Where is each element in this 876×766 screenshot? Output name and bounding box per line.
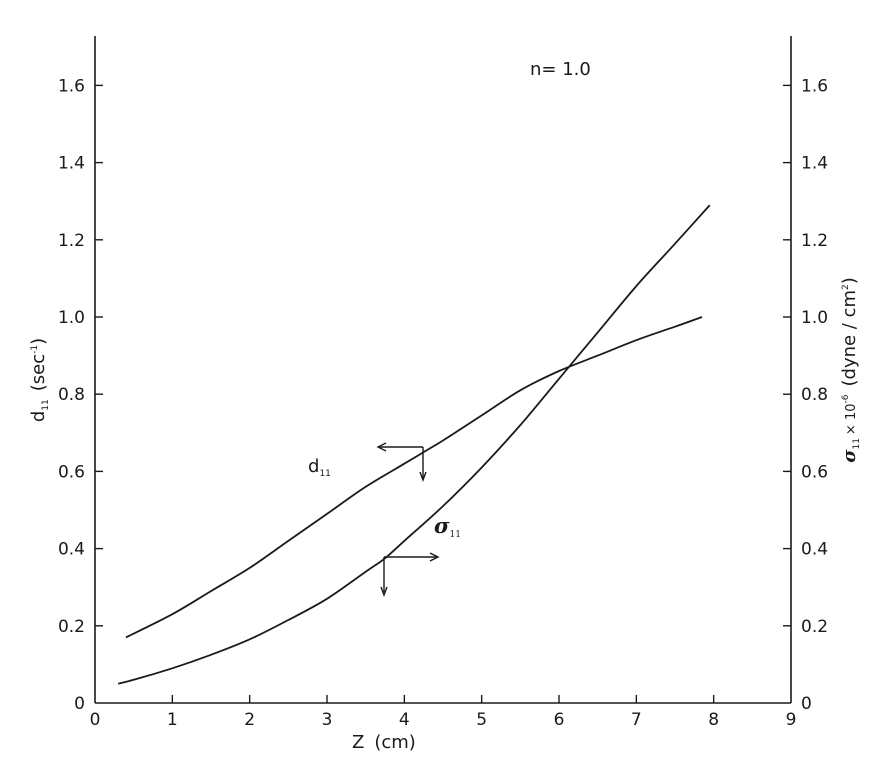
left-y-tick-label: 1.0 [58,308,85,328]
left-y-label-sub: 11 [41,399,51,410]
x-tick-label: 7 [631,710,642,730]
right-y-label-sub: 11 [852,438,862,449]
x-tick-label: 9 [786,710,797,730]
sigma11-axis-indicator [380,552,440,597]
series-layer [117,204,711,685]
left-y-tick-label: 0.8 [58,385,85,405]
d11-axis-indicator [376,442,427,482]
left-y-tick-label: 1.6 [58,76,85,96]
x-axis-title: Z (cm) [352,732,416,753]
sigma11-down-arrow-head [380,586,388,597]
right-y-tick-label: 1.0 [801,308,828,328]
d11-down-arrow-head [419,471,427,482]
left-y-unit-close: ) [28,338,49,345]
x-tick-label: 5 [476,710,487,730]
right-y-tick-label: 0.2 [801,617,828,637]
left-y-unit-sup: -1 [30,345,40,354]
x-tick-label: 0 [90,710,101,730]
right-y-tick-label: 1.4 [801,154,828,174]
sigma11-right-arrow-head [429,552,440,562]
right-y-tick-label: 0 [801,694,812,714]
left-y-tick-label: 0 [74,694,85,714]
right-y-ticks: 0 0.2 0.4 0.6 0.8 1.0 1.2 1.4 1.6 [783,76,828,714]
sigma11-curve [117,204,711,685]
right-y-label-mid: × 10 [844,403,859,435]
right-y-tick-label: 0.8 [801,385,828,405]
axes-frame [94,36,792,704]
x-tick-label: 1 [167,710,178,730]
x-tick-label: 6 [554,710,565,730]
left-y-tick-label: 0.2 [58,617,85,637]
left-y-unit: (sec [28,354,49,391]
d11-series-label: d11 [308,456,331,479]
d11-label-main: d [308,456,319,477]
x-axis-label: Z [352,732,364,753]
sigma11-series-label: σ11 [434,513,461,540]
left-y-ticks: 0 0.2 0.4 0.6 0.8 1.0 1.2 1.4 1.6 [58,76,103,714]
n-annotation: n= 1.0 [530,59,591,80]
x-tick-label: 2 [244,710,255,730]
right-y-unit-close: ) [839,277,860,284]
x-tick-label: 4 [399,710,410,730]
left-y-tick-label: 1.4 [58,154,85,174]
left-y-label: d [28,411,49,422]
sigma11-label-sub: 11 [449,530,460,540]
d11-left-arrow-head [376,442,387,452]
x-tick-label: 8 [708,710,719,730]
sigma11-label-main: σ [434,513,450,538]
x-tick-label: 3 [322,710,333,730]
left-y-tick-label: 1.2 [58,231,85,251]
d11-label-sub: 11 [319,469,330,479]
right-y-tick-label: 1.2 [801,231,828,251]
x-axis-unit: (cm) [374,732,415,753]
left-y-tick-label: 0.4 [58,540,85,560]
x-ticks: 0 1 2 3 4 5 6 7 8 9 [90,695,797,730]
right-y-label: σ [839,449,860,463]
right-y-unit: (dyne / cm [839,290,860,387]
d11-curve [125,316,703,639]
right-y-tick-label: 0.4 [801,540,828,560]
left-y-axis-title: d11 (sec-1) [28,338,51,422]
right-y-label-sup: -6 [841,394,851,403]
right-y-axis-title: σ11 × 10-6 (dyne / cm2) [839,277,862,463]
right-y-unit-sup: 2 [841,284,851,290]
left-y-tick-label: 0.6 [58,462,85,482]
right-y-tick-label: 1.6 [801,76,828,96]
right-y-tick-label: 0.6 [801,462,828,482]
